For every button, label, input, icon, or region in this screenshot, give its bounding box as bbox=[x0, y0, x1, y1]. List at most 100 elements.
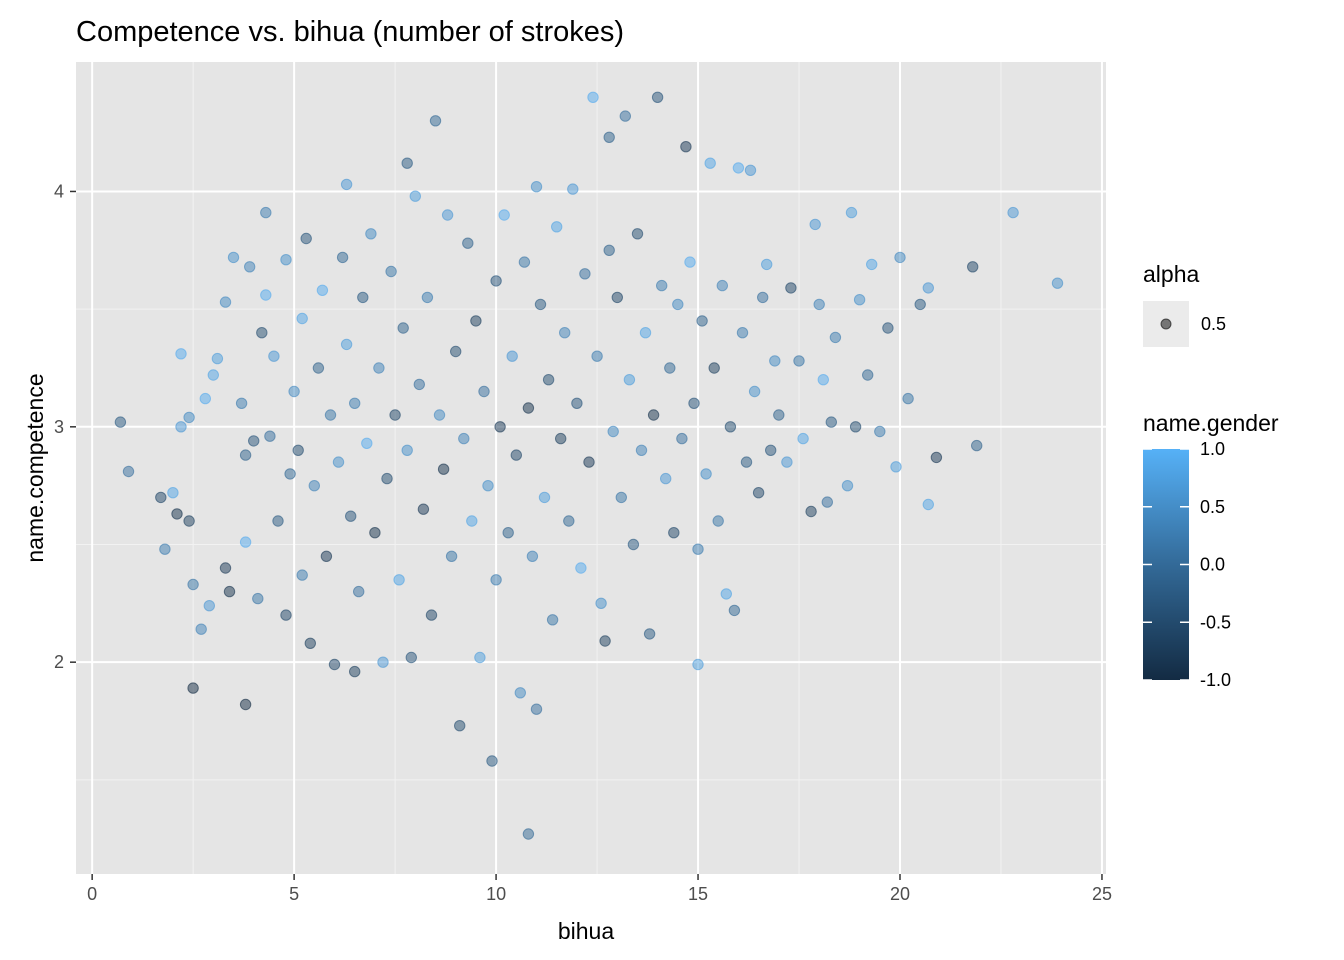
data-points bbox=[114, 91, 1064, 840]
data-point bbox=[930, 451, 943, 464]
data-point bbox=[248, 435, 260, 447]
data-point bbox=[381, 472, 393, 485]
x-tick-label: 5 bbox=[289, 884, 299, 904]
data-point bbox=[296, 312, 308, 325]
gender-legend-title: name.gender bbox=[1143, 410, 1279, 436]
data-point bbox=[583, 456, 595, 468]
data-point bbox=[603, 244, 615, 257]
data-point bbox=[704, 157, 716, 169]
data-point bbox=[890, 461, 902, 473]
data-point bbox=[559, 327, 571, 339]
data-point bbox=[486, 755, 498, 767]
data-point bbox=[377, 656, 389, 668]
data-point bbox=[454, 720, 466, 732]
data-point bbox=[219, 296, 232, 308]
data-point bbox=[700, 468, 712, 480]
colorbar-label: 0.5 bbox=[1200, 497, 1225, 517]
data-point bbox=[195, 623, 207, 635]
data-point bbox=[530, 703, 543, 715]
data-point bbox=[785, 282, 797, 294]
x-tick-label: 20 bbox=[890, 884, 910, 904]
data-point bbox=[239, 698, 252, 711]
data-point bbox=[159, 543, 171, 555]
data-point bbox=[256, 327, 268, 339]
data-point bbox=[603, 131, 615, 144]
data-point bbox=[470, 315, 482, 327]
colorbar-ticks: 1.0 0.5 0.0 -0.5 -1.0 bbox=[1143, 439, 1231, 690]
data-point bbox=[268, 350, 280, 362]
data-point bbox=[227, 251, 240, 264]
data-point bbox=[922, 282, 934, 294]
data-point bbox=[684, 256, 696, 268]
data-point bbox=[1051, 277, 1064, 289]
data-point bbox=[575, 562, 587, 574]
data-point bbox=[563, 515, 575, 527]
data-point bbox=[385, 265, 397, 278]
data-point bbox=[643, 628, 656, 640]
data-point bbox=[114, 416, 127, 428]
data-point bbox=[902, 392, 914, 405]
alpha-legend-label: 0.5 bbox=[1201, 314, 1226, 334]
data-point bbox=[429, 115, 442, 127]
data-point bbox=[458, 432, 470, 445]
data-point bbox=[490, 275, 502, 287]
chart-title: Competence vs. bihua (number of strokes) bbox=[76, 16, 624, 48]
data-point bbox=[579, 268, 591, 280]
data-point bbox=[817, 374, 829, 386]
data-point bbox=[292, 444, 304, 456]
data-point bbox=[692, 543, 704, 555]
data-point bbox=[506, 350, 518, 362]
data-point bbox=[300, 232, 312, 245]
data-point bbox=[199, 392, 212, 405]
data-point bbox=[587, 91, 599, 104]
data-point bbox=[724, 421, 737, 433]
data-point bbox=[773, 409, 785, 421]
data-point bbox=[244, 261, 256, 273]
data-point bbox=[595, 597, 607, 609]
data-point bbox=[482, 480, 494, 492]
data-point bbox=[757, 291, 769, 304]
data-point bbox=[676, 432, 688, 445]
data-point bbox=[239, 536, 252, 548]
data-point bbox=[296, 569, 308, 581]
plot-panel bbox=[76, 62, 1106, 874]
data-point bbox=[389, 409, 401, 421]
data-point bbox=[611, 291, 623, 304]
data-point bbox=[336, 251, 349, 264]
data-point bbox=[490, 574, 502, 586]
data-point bbox=[967, 261, 979, 273]
data-point bbox=[320, 550, 333, 562]
data-point bbox=[656, 279, 668, 292]
data-point bbox=[175, 348, 187, 360]
data-point bbox=[437, 463, 450, 475]
data-point bbox=[712, 515, 724, 527]
data-point bbox=[526, 550, 539, 562]
data-point bbox=[308, 480, 320, 492]
x-tick-label: 0 bbox=[87, 884, 97, 904]
data-point bbox=[849, 421, 862, 433]
data-point bbox=[260, 289, 272, 301]
data-point bbox=[571, 397, 583, 409]
data-point bbox=[155, 491, 167, 504]
colorbar-label: -1.0 bbox=[1200, 670, 1231, 690]
data-point bbox=[284, 468, 296, 480]
alpha-legend-title: alpha bbox=[1143, 261, 1199, 287]
data-point bbox=[502, 527, 514, 539]
data-point bbox=[591, 350, 603, 362]
data-point bbox=[280, 609, 292, 621]
data-point bbox=[409, 190, 421, 202]
y-tick-label: 2 bbox=[54, 652, 64, 672]
data-point bbox=[708, 362, 720, 374]
data-point bbox=[328, 658, 341, 671]
y-tick-label: 3 bbox=[54, 417, 64, 437]
data-point bbox=[882, 322, 894, 334]
data-point bbox=[312, 362, 325, 374]
data-point bbox=[797, 432, 809, 445]
x-tick-label: 10 bbox=[486, 884, 506, 904]
data-point bbox=[514, 687, 526, 699]
data-point bbox=[615, 491, 627, 504]
data-point bbox=[373, 362, 385, 374]
colorbar-label: 0.0 bbox=[1200, 555, 1225, 575]
data-point bbox=[874, 425, 886, 438]
